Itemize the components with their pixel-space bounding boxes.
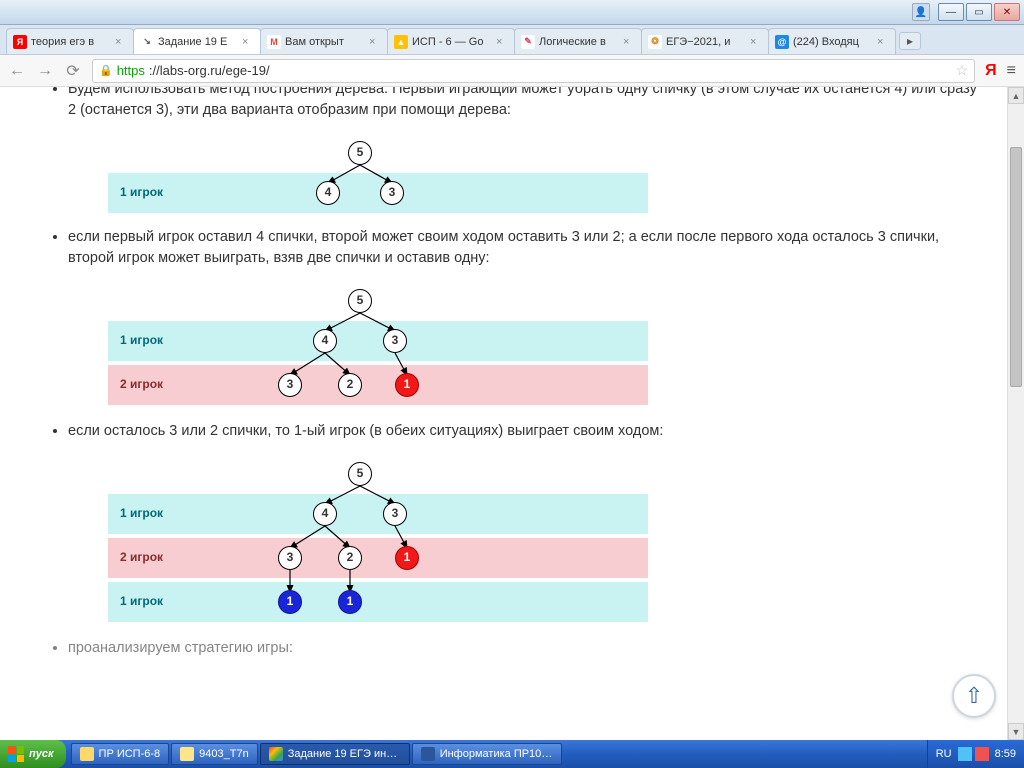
back-button[interactable]: ← xyxy=(8,62,26,80)
tree-node: 2 xyxy=(338,546,362,570)
user-icon[interactable]: 👤 xyxy=(912,3,930,21)
taskbar-app-icon xyxy=(180,747,194,761)
browser-tab[interactable]: @ (224) Входяц × xyxy=(768,28,896,54)
tab-title: Логические в xyxy=(539,36,619,48)
tree-node: 1 xyxy=(395,546,419,570)
scroll-down-button[interactable]: ▼ xyxy=(1008,723,1024,740)
browser-tabstrip: Ятеория егэ в × ↘ Задание 19 Е × M Вам открыт ×… xyxy=(0,25,1024,55)
paragraph: Будем использовать метод построения дере… xyxy=(68,87,977,121)
tab-close-icon[interactable]: × xyxy=(623,36,635,48)
taskbar-button[interactable]: ПР ИСП-6-8 xyxy=(71,743,170,765)
taskbar-app-icon xyxy=(421,747,435,761)
address-bar[interactable]: 🔒 https ://labs-org.ru/ege-19/ ☆ xyxy=(92,59,975,83)
browser-tab[interactable]: M Вам открыт × xyxy=(260,28,388,54)
tab-title: ЕГЭ−2021, и xyxy=(666,36,746,48)
tree-node: 3 xyxy=(278,546,302,570)
taskbar-button-label: Задание 19 ЕГЭ инф... xyxy=(288,748,401,760)
window-titlebar: 👤 — ▭ ✕ xyxy=(0,0,1024,25)
taskbar-button[interactable]: Задание 19 ЕГЭ инф... xyxy=(260,743,410,765)
tab-favicon-icon: @ xyxy=(775,35,789,49)
windows-logo-icon xyxy=(8,746,24,762)
reload-button[interactable]: ⟳ xyxy=(64,62,82,80)
tab-title: теория егэ в xyxy=(31,36,111,48)
tab-favicon-icon: M xyxy=(267,35,281,49)
tree-node: 5 xyxy=(348,289,372,313)
yandex-icon[interactable]: Я xyxy=(985,62,997,80)
scroll-up-button[interactable]: ▲ xyxy=(1008,87,1024,104)
tab-favicon-icon: ✎ xyxy=(521,35,535,49)
tab-title: Вам открыт xyxy=(285,36,365,48)
tree-node: 4 xyxy=(313,502,337,526)
scrollbar-thumb[interactable] xyxy=(1010,147,1022,387)
tab-close-icon[interactable]: × xyxy=(496,36,508,48)
tab-close-icon[interactable]: × xyxy=(115,36,127,48)
tree-node: 3 xyxy=(380,181,404,205)
paragraph: если первый игрок оставил 4 спички, втор… xyxy=(68,227,977,269)
taskbar-button[interactable]: 9403_T7n xyxy=(171,743,258,765)
browser-tab[interactable]: ▲ ИСП - 6 — Go × xyxy=(387,28,515,54)
taskbar-app-icon xyxy=(80,747,94,761)
browser-toolbar: ← → ⟳ 🔒 https://labs-org.ru/ege-19/ ☆ Я … xyxy=(0,55,1024,87)
tree-node: 3 xyxy=(383,329,407,353)
maximize-button[interactable]: ▭ xyxy=(966,3,992,21)
scroll-to-top-button[interactable]: ⇧ xyxy=(952,674,996,718)
tree-node: 1 xyxy=(278,590,302,614)
browser-tab[interactable]: ↘ Задание 19 Е × xyxy=(133,28,261,54)
clock[interactable]: 8:59 xyxy=(995,748,1016,760)
lock-icon: 🔒 xyxy=(99,64,113,77)
tree-node: 5 xyxy=(348,462,372,486)
browser-tab[interactable]: ✎ Логические в × xyxy=(514,28,642,54)
taskbar-button[interactable]: Информатика ПР10 -... xyxy=(412,743,562,765)
taskbar-button-label: 9403_T7n xyxy=(199,748,249,760)
tree-diagram-3: 1 игрок2 игрок1 игрок54332111 xyxy=(108,462,648,624)
tree-node: 4 xyxy=(313,329,337,353)
tab-title: Задание 19 Е xyxy=(158,36,238,48)
tree-node: 1 xyxy=(338,590,362,614)
tab-title: (224) Входяц xyxy=(793,36,873,48)
menu-icon[interactable]: ≡ xyxy=(1007,62,1016,80)
taskbar-button-label: Информатика ПР10 -... xyxy=(440,748,553,760)
tab-title: ИСП - 6 — Go xyxy=(412,36,492,48)
start-label: пуск xyxy=(29,748,54,760)
vertical-scrollbar[interactable]: ▲ ▼ xyxy=(1007,87,1024,740)
forward-button[interactable]: → xyxy=(36,62,54,80)
tab-favicon-icon: ▲ xyxy=(394,35,408,49)
close-button[interactable]: ✕ xyxy=(994,3,1020,21)
page-viewport: Будем использовать метод построения дере… xyxy=(0,87,1007,740)
browser-tab[interactable]: ❂ ЕГЭ−2021, и × xyxy=(641,28,769,54)
tree-node: 1 xyxy=(395,373,419,397)
tree-node: 5 xyxy=(348,141,372,165)
system-tray: RU 8:59 xyxy=(927,740,1024,768)
tab-close-icon[interactable]: × xyxy=(750,36,762,48)
tree-node: 2 xyxy=(338,373,362,397)
url-protocol: https xyxy=(117,63,145,78)
tree-node: 4 xyxy=(316,181,340,205)
tree-diagram-2: 1 игрок2 игрок543321 xyxy=(108,289,648,407)
tab-close-icon[interactable]: × xyxy=(242,36,254,48)
taskbar-button-label: ПР ИСП-6-8 xyxy=(99,748,161,760)
minimize-button[interactable]: — xyxy=(938,3,964,21)
tree-node: 3 xyxy=(383,502,407,526)
windows-taskbar: пуск ПР ИСП-6-8 9403_T7n Задание 19 ЕГЭ ин… xyxy=(0,740,1024,768)
bookmark-star-icon[interactable]: ☆ xyxy=(956,62,969,79)
language-indicator[interactable]: RU xyxy=(936,748,952,760)
tab-favicon-icon: Я xyxy=(13,35,27,49)
taskbar-app-icon xyxy=(269,747,283,761)
new-tab-button[interactable]: ▸ xyxy=(899,32,921,50)
paragraph: если осталось 3 или 2 спички, то 1-ый иг… xyxy=(68,421,977,442)
tab-favicon-icon: ❂ xyxy=(648,35,662,49)
tray-icon[interactable] xyxy=(975,747,989,761)
browser-tab[interactable]: Ятеория егэ в × xyxy=(6,28,134,54)
paragraph: проанализируем стратегию игры: xyxy=(68,638,977,659)
tab-close-icon[interactable]: × xyxy=(369,36,381,48)
start-button[interactable]: пуск xyxy=(0,740,66,768)
url-path: ://labs-org.ru/ege-19/ xyxy=(149,63,270,78)
tree-diagram-1: 1 игрок543 xyxy=(108,141,648,213)
tree-node: 3 xyxy=(278,373,302,397)
tray-icon[interactable] xyxy=(958,747,972,761)
tab-favicon-icon: ↘ xyxy=(140,35,154,49)
tab-close-icon[interactable]: × xyxy=(877,36,889,48)
